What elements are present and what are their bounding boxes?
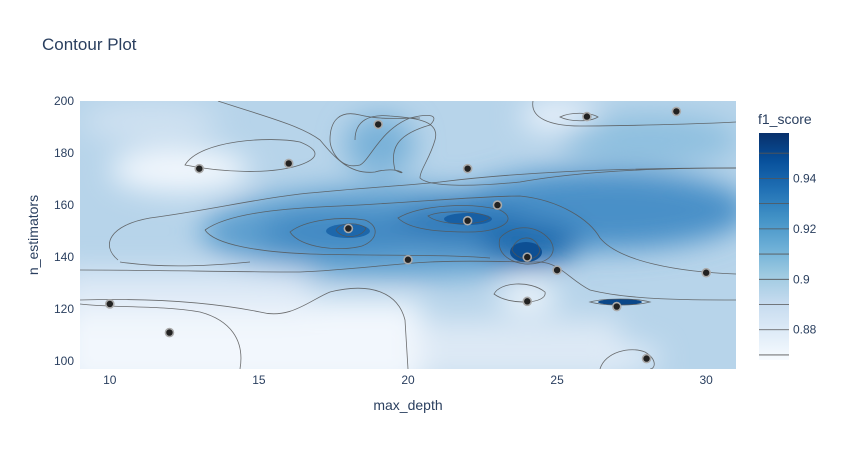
colorbar-tick-label: 0.88 bbox=[793, 323, 817, 337]
data-point bbox=[492, 200, 503, 210]
y-tick-label: 100 bbox=[54, 354, 74, 368]
data-point bbox=[164, 327, 175, 338]
colorbar-gradient bbox=[759, 133, 789, 360]
chart-title: Contour Plot bbox=[42, 35, 137, 54]
data-point bbox=[611, 301, 622, 312]
y-tick-label: 200 bbox=[54, 94, 74, 108]
x-tick-label: 25 bbox=[550, 373, 564, 387]
y-tick-label: 120 bbox=[54, 302, 74, 316]
data-point bbox=[343, 223, 354, 234]
colorbar-ticks: 0.88 0.9 0.92 0.94 bbox=[793, 171, 817, 336]
data-point bbox=[701, 267, 711, 278]
x-tick-label: 15 bbox=[252, 373, 266, 387]
data-point bbox=[522, 296, 533, 307]
data-point bbox=[552, 265, 562, 275]
x-tick-label: 10 bbox=[103, 373, 117, 387]
colorbar: f1_score 0.88 0.9 0.92 0.94 bbox=[758, 111, 817, 360]
colorbar-level-lines bbox=[759, 152, 789, 356]
data-points bbox=[105, 106, 711, 364]
y-tick-label: 160 bbox=[54, 198, 74, 212]
colorbar-tick-label: 0.9 bbox=[793, 272, 810, 286]
x-tick-label: 20 bbox=[401, 373, 415, 387]
data-point bbox=[403, 254, 413, 265]
data-point bbox=[462, 215, 473, 226]
x-axis-ticks: 10 15 20 25 30 bbox=[103, 373, 713, 387]
data-point bbox=[373, 119, 383, 130]
colorbar-tick-label: 0.94 bbox=[793, 171, 817, 185]
x-axis-label: max_depth bbox=[373, 397, 442, 413]
x-tick-label: 30 bbox=[700, 373, 714, 387]
y-tick-label: 180 bbox=[54, 146, 74, 160]
data-point bbox=[641, 353, 652, 364]
y-axis-label: n_estimators bbox=[25, 195, 41, 275]
y-tick-label: 140 bbox=[54, 250, 74, 264]
data-point bbox=[283, 158, 294, 169]
contour-fill bbox=[80, 101, 736, 369]
data-point bbox=[582, 111, 592, 122]
data-point bbox=[522, 252, 533, 262]
data-point bbox=[194, 163, 205, 174]
colorbar-title: f1_score bbox=[758, 111, 812, 127]
data-point bbox=[671, 106, 682, 117]
y-axis-ticks: 100 120 140 160 180 200 bbox=[54, 94, 74, 368]
data-point bbox=[105, 299, 115, 309]
colorbar-tick-label: 0.92 bbox=[793, 222, 817, 236]
data-point bbox=[462, 163, 473, 174]
